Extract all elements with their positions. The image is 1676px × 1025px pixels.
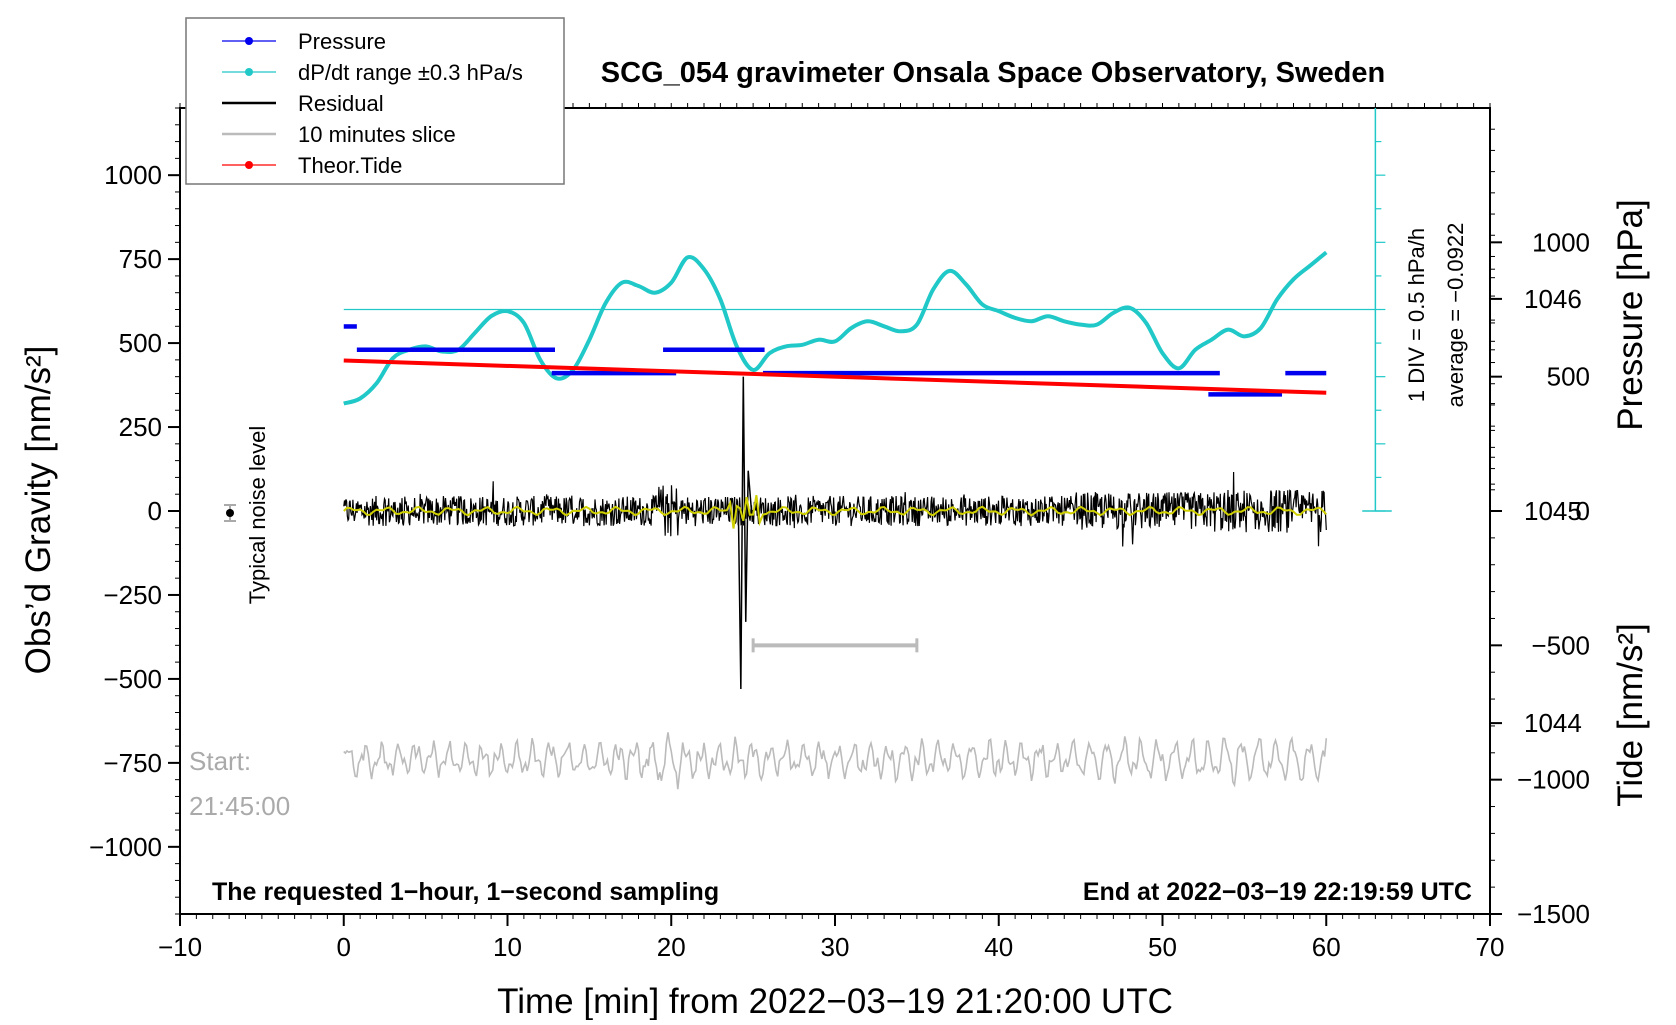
y-axis-left: 1000 750 500 250 0 −250 −500 −750 −1000 (89, 107, 180, 915)
x-tick-label: 0 (337, 932, 351, 962)
y-axis-pressure: 1046 1045 1044 (1490, 128, 1582, 738)
slice-series-line (343, 732, 1328, 790)
pressure-tick-label: 1044 (1524, 708, 1582, 738)
x-tick-label: 20 (657, 932, 686, 962)
x-tick-label: 60 (1312, 932, 1341, 962)
y-tick-label: −500 (103, 664, 162, 694)
noise-level-dot (226, 509, 234, 517)
x-tick-label: 30 (821, 932, 850, 962)
y-tick-label: 500 (119, 328, 162, 358)
x-axis: −10 0 10 20 30 40 50 60 70 (158, 103, 1505, 962)
x-tick-label: 40 (984, 932, 1013, 962)
tide-tick-label: 0 (1576, 496, 1590, 526)
x-tick-label: 50 (1148, 932, 1177, 962)
y-tick-label: −750 (103, 748, 162, 778)
residual-series-line (343, 471, 1327, 547)
y-tick-label: −250 (103, 580, 162, 610)
legend-box (185, 17, 565, 185)
residual-spike (737, 376, 753, 690)
tide-tick-label: −1500 (1517, 899, 1590, 929)
y-axis-label-tide: Tide [nm/s²] (1611, 623, 1650, 806)
scale-div-label: 1 DIV = 0.5 hPa/h (1404, 228, 1429, 402)
start-time: 21:45:00 (189, 791, 290, 821)
y-tick-label: −1000 (89, 832, 162, 862)
start-label: Start: (189, 746, 251, 776)
legend-swatch-dot (245, 68, 253, 76)
pressure-tick-label: 1046 (1524, 284, 1582, 314)
legend-swatch-dot (245, 161, 253, 169)
tide-series-line (343, 358, 1327, 395)
x-tick-label: 10 (493, 932, 522, 962)
legend-swatch-dot (245, 37, 253, 45)
y-axis-tide: 1000 500 0 −500 −1000 −1500 (1490, 227, 1590, 929)
dpdt-series-line (343, 250, 1328, 406)
y-tick-label: 0 (148, 496, 162, 526)
chart-title: SCG_054 gravimeter Onsala Space Observat… (601, 57, 1385, 89)
y-tick-label: 250 (119, 412, 162, 442)
tide-tick-label: −1000 (1517, 765, 1590, 795)
legend-label: Residual (298, 91, 384, 116)
pressure-tick-label: 1045 (1524, 496, 1582, 526)
x-tick-label: 70 (1476, 932, 1505, 962)
noise-level-label: Typical noise level (245, 426, 270, 605)
bottom-left-caption: The requested 1−hour, 1−second sampling (212, 878, 719, 906)
tide-tick-label: 1000 (1532, 227, 1590, 257)
bottom-right-caption: End at 2022−03−19 22:19:59 UTC (1083, 878, 1472, 906)
y-tick-label: 1000 (104, 160, 162, 190)
residual-smoothed-line (343, 495, 1328, 529)
x-axis-label: Time [min] from 2022−03−19 21:20:00 UTC (497, 982, 1173, 1020)
legend-label: 10 minutes slice (298, 122, 456, 147)
legend-label: Theor.Tide (298, 153, 402, 178)
y-axis-label-pressure: Pressure [hPa] (1611, 199, 1650, 431)
legend-label: dP/dt range ±0.3 hPa/s (298, 60, 523, 85)
tide-tick-label: −500 (1531, 630, 1590, 660)
y-axis-label-left: Obs’d Gravity [nm/s²] (19, 346, 58, 675)
legend-label: Pressure (298, 29, 386, 54)
series-layer (343, 108, 1392, 790)
scale-average-label: average = −0.0922 (1443, 223, 1468, 408)
x-tick-label: −10 (158, 932, 202, 962)
y-tick-label: 750 (119, 244, 162, 274)
tide-tick-label: 500 (1547, 362, 1590, 392)
legend: Pressure dP/dt range ±0.3 hPa/s Residual 10… (185, 17, 565, 185)
